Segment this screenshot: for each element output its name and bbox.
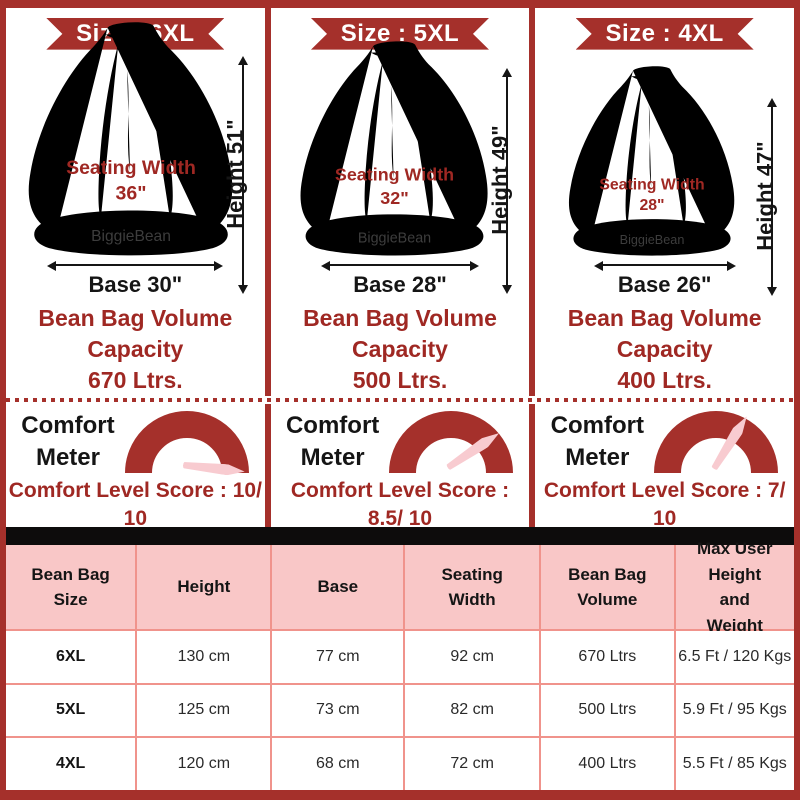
table-cell: 73 cm: [272, 684, 404, 737]
size-diagram-section: Size : 6XL Seating Width 36" BiggieBean …: [6, 8, 794, 396]
base-dimension-label: Base 28": [353, 271, 447, 297]
comfort-score-line1: Comfort Level Score : 7/ 10: [543, 479, 786, 527]
bean-bag-diagram: Seating Width 28" BiggieBean Height 47": [535, 50, 794, 296]
size-panel-4xl: Size : 4XL Seating Width 28" BiggieBean …: [535, 8, 794, 396]
comfort-meter-section: Comfort Meter Comfort Level Score : 10/ …: [6, 404, 794, 527]
table-cell: 4XL: [6, 738, 136, 790]
gauge-arc: [389, 411, 514, 473]
volume-capacity-title: Bean Bag Volume Capacity: [303, 304, 497, 362]
height-dimension-label: Height 51": [222, 118, 248, 229]
seating-width-value: 36": [116, 182, 147, 204]
base-arrow-icon: [47, 259, 224, 271]
seating-width-value: 28": [640, 197, 665, 214]
base-dimension-label: Base 30": [88, 271, 183, 297]
bean-bag-sketch-icon: Seating Width 32" BiggieBean: [287, 32, 502, 256]
table-cell: 6.5 Ft / 120 Kgs: [675, 631, 794, 683]
volume-capacity: Bean Bag Volume Capacity 400 Ltrs.: [535, 303, 794, 396]
seating-width-label: Seating Width: [335, 165, 454, 185]
section-divider-bar: [6, 527, 794, 545]
height-arrow-icon: [501, 67, 514, 294]
gauge-arc: [653, 411, 778, 473]
bean-bag-sketch-icon: Seating Width 36" BiggieBean: [14, 12, 248, 256]
comfort-meter-title: Comfort Meter: [279, 410, 387, 475]
seating-width-label: Seating Width: [66, 157, 196, 179]
table-cell: 5.5 Ft / 85 Kgs: [675, 738, 794, 790]
comfort-gauge-icon: [124, 409, 249, 475]
volume-capacity: Bean Bag Volume Capacity 670 Ltrs.: [6, 303, 265, 396]
table-cell: 120 cm: [137, 738, 271, 790]
volume-capacity: Bean Bag Volume Capacity 500 Ltrs.: [271, 303, 530, 396]
table-header-volume: Bean Bag Volume: [541, 545, 674, 629]
table-cell: 72 cm: [405, 738, 540, 790]
comfort-title-line2: Meter: [35, 444, 100, 471]
comfort-title-line2: Meter: [300, 444, 365, 471]
comfort-score: Comfort Level Score : 8.5/ 10 For High C…: [271, 477, 530, 527]
table-cell: 77 cm: [272, 631, 404, 683]
base-arrow-icon: [320, 259, 479, 271]
base-dimension-label: Base 26": [617, 271, 712, 297]
table-header-size: Bean Bag Size: [6, 545, 136, 629]
volume-capacity-title: Bean Bag Volume Capacity: [567, 304, 762, 362]
table-cell: 6XL: [6, 631, 136, 683]
base-arrow-icon: [593, 259, 736, 271]
comfort-title-line1: Comfort: [285, 411, 380, 439]
table-cell: 400 Ltrs: [541, 738, 674, 790]
table-header-height: Height: [137, 545, 271, 629]
dotted-divider: [6, 396, 794, 404]
comfort-title-line2: Meter: [565, 444, 630, 471]
table-cell: 130 cm: [137, 631, 271, 683]
comfort-gauge-icon: [653, 409, 778, 475]
comfort-meter-row: Comfort Meter: [535, 404, 794, 476]
comfort-meter-title: Comfort Meter: [14, 410, 122, 475]
comfort-panel-4xl: Comfort Meter Comfort Level Score : 7/ 1…: [535, 404, 794, 527]
brand-label: BiggieBean: [620, 233, 685, 247]
bean-bag-diagram: Seating Width 32" BiggieBean Height 49": [271, 50, 530, 294]
table-header-max-user: Max User Height and Weight: [675, 539, 794, 635]
comfort-title-line1: Comfort: [21, 411, 115, 439]
seating-width-label: Seating Width: [600, 176, 705, 193]
bean-bag-diagram: Seating Width 36" BiggieBean Height 51": [6, 50, 265, 294]
table-cell: 125 cm: [137, 684, 271, 737]
table-header-seating-width: Seating Width: [405, 545, 540, 629]
size-panel-5xl: Size : 5XL Seating Width 32" BiggieBean …: [270, 8, 530, 396]
volume-capacity-value: 670 Ltrs.: [88, 366, 183, 393]
table-header-base: Base: [272, 545, 404, 629]
table-cell: 68 cm: [272, 738, 404, 790]
table-cell: 82 cm: [405, 684, 540, 737]
size-panel-6xl: Size : 6XL Seating Width 36" BiggieBean …: [6, 8, 265, 396]
height-dimension-label: Height 49": [487, 124, 513, 235]
height-arrow-icon: [236, 55, 249, 294]
brand-label: BiggieBean: [358, 230, 431, 246]
comfort-title-line1: Comfort: [550, 411, 644, 439]
spec-table: Bean Bag Size Height Base Seating Width …: [6, 539, 794, 790]
seating-width-value: 32": [380, 188, 408, 208]
comfort-meter-row: Comfort Meter: [271, 404, 530, 476]
comfort-gauge-icon: [389, 409, 514, 475]
comfort-score-line1: Comfort Level Score : 10/ 10: [8, 479, 262, 527]
height-dimension-label: Height 47": [752, 140, 778, 251]
size-ribbon: Size : 4XL: [575, 18, 754, 50]
size-label: Size : 4XL: [605, 19, 724, 47]
comfort-panel-6xl: Comfort Meter Comfort Level Score : 10/ …: [6, 404, 265, 527]
brand-label: BiggieBean: [91, 228, 171, 245]
volume-capacity-title: Bean Bag Volume Capacity: [38, 304, 233, 362]
table-cell: 92 cm: [405, 631, 540, 683]
comfort-panel-5xl: Comfort Meter Comfort Level Score : 8.5/…: [270, 404, 530, 527]
comfort-meter-title: Comfort Meter: [543, 410, 651, 475]
bean-bag-sketch-icon: Seating Width 28" BiggieBean: [557, 58, 747, 256]
gauge-arc: [124, 411, 249, 473]
volume-capacity-value: 500 Ltrs.: [352, 366, 448, 393]
table-cell: 5.9 Ft / 95 Kgs: [675, 684, 794, 737]
comfort-score: Comfort Level Score : 10/ 10 For Maximum…: [6, 477, 265, 527]
table-cell: 670 Ltrs: [541, 631, 674, 683]
height-arrow-icon: [765, 97, 778, 296]
comfort-meter-row: Comfort Meter: [6, 404, 265, 476]
table-cell: 500 Ltrs: [541, 684, 674, 737]
comfort-score: Comfort Level Score : 7/ 10 For Standard…: [535, 477, 794, 527]
comfort-score-line1: Comfort Level Score : 8.5/ 10: [290, 479, 510, 527]
table-cell: 5XL: [6, 684, 136, 737]
volume-capacity-value: 400 Ltrs.: [617, 366, 712, 393]
